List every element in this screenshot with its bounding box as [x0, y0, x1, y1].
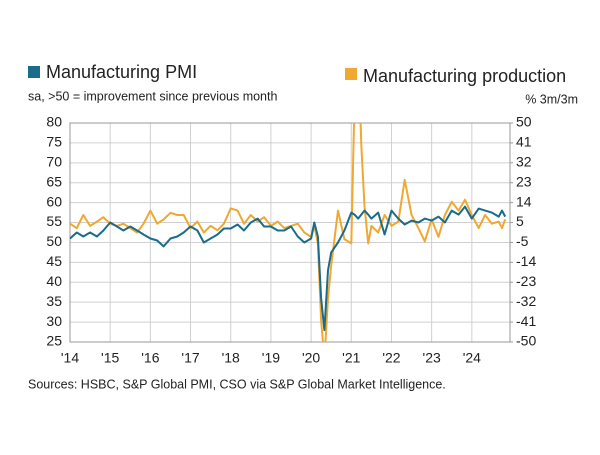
y-tick-label: 45 [46, 253, 62, 269]
y-tick-label: 30 [46, 313, 62, 329]
x-tick-label: '21 [342, 350, 360, 366]
y-tick-label: 65 [46, 173, 62, 189]
y2-axis-label: % 3m/3m [525, 92, 578, 106]
x-tick-label: '23 [423, 350, 441, 366]
x-tick-label: '15 [101, 350, 119, 366]
y-tick-label: 35 [46, 293, 62, 309]
y2-tick-label: 5 [516, 213, 524, 229]
y2-tick-label: 50 [516, 114, 532, 130]
y2-tick-label: -50 [516, 333, 536, 349]
y2-tick-label: -14 [516, 253, 536, 269]
y2-tick-label: -23 [516, 273, 536, 289]
y-tick-label: 40 [46, 273, 62, 289]
y2-tick-label: 41 [516, 134, 532, 150]
y2-tick-label: -41 [516, 313, 536, 329]
legend-swatch [28, 66, 40, 78]
source-note: Sources: HSBC, S&P Global PMI, CSO via S… [28, 377, 446, 391]
y2-tick-label: 32 [516, 154, 532, 170]
legend-swatch [345, 68, 357, 80]
subtitle: sa, >50 = improvement since previous mon… [28, 89, 277, 103]
y2-tick-label: -32 [516, 293, 536, 309]
plot-frame [69, 122, 511, 343]
x-tick-label: '14 [61, 350, 79, 366]
x-tick-label: '18 [222, 350, 240, 366]
y2-tick-label: 23 [516, 173, 532, 189]
y2-tick-label: 14 [516, 193, 532, 209]
y-tick-label: 25 [46, 333, 62, 349]
x-tick-label: '19 [262, 350, 280, 366]
y-tick-label: 50 [46, 233, 62, 249]
x-tick-label: '16 [141, 350, 159, 366]
x-tick-label: '20 [302, 350, 320, 366]
x-tick-label: '22 [382, 350, 400, 366]
y-tick-label: 75 [46, 134, 62, 150]
y-tick-label: 55 [46, 213, 62, 229]
legend-label: Manufacturing PMI [46, 62, 197, 82]
y-tick-label: 80 [46, 114, 62, 130]
x-tick-label: '17 [181, 350, 199, 366]
y2-tick-label: -5 [516, 233, 529, 249]
x-tick-label: '24 [463, 350, 481, 366]
legend-label: Manufacturing production [363, 66, 566, 86]
y-tick-label: 60 [46, 193, 62, 209]
series-line [70, 205, 507, 332]
y-tick-label: 70 [46, 154, 62, 170]
